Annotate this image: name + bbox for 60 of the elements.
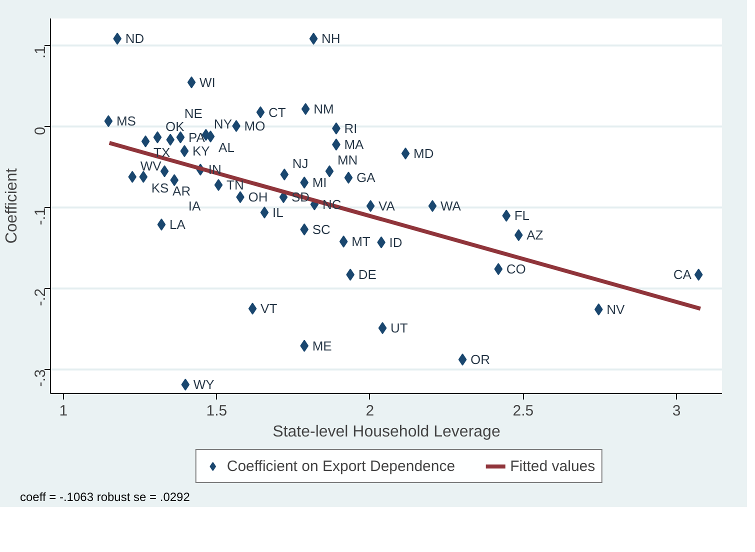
x-tick-label: 3 (672, 402, 681, 420)
annotation: VA (378, 198, 396, 214)
y-tick-label: -.1 (32, 208, 49, 226)
annotation: MO (244, 118, 266, 134)
annotation: FL (514, 208, 530, 224)
annotation: OH (248, 190, 268, 205)
annotation: CO (506, 262, 526, 277)
annotation: ID (389, 234, 402, 250)
annotation: CT (268, 104, 286, 120)
annotation: LA (169, 217, 186, 232)
y-tick-label: .1 (32, 46, 49, 58)
annotation: OR (470, 352, 490, 368)
x-tick-label: 1.5 (206, 402, 228, 420)
annotation: OK (165, 118, 185, 134)
annotation: UT (390, 320, 408, 336)
annotation: MT (352, 234, 370, 250)
annotation: DE (358, 267, 377, 282)
annotation: RI (344, 120, 358, 136)
annotation: GA (356, 170, 376, 186)
annotation: NH (322, 31, 340, 46)
text: coeff = -.1063 robust se = .0292 (20, 489, 190, 506)
annotation: PA (188, 130, 206, 145)
annotation: MN (337, 152, 358, 168)
annotation: AZ (526, 228, 544, 243)
annotation: IL (272, 204, 284, 220)
annotation: KS (151, 180, 170, 196)
y-tick-label: -.3 (32, 369, 49, 387)
annotation: SC (312, 222, 330, 237)
annotation: TN (226, 177, 244, 192)
y-tick-label: -.2 (32, 288, 49, 306)
annotation: WA (440, 198, 462, 214)
y-tick-label: 0 (32, 126, 49, 136)
annotation: AL (218, 140, 234, 155)
x-tick-label: 2 (366, 402, 374, 420)
annotation: TX (154, 144, 170, 160)
legend-label: Fitted values (510, 458, 596, 474)
x-tick-label: 1 (59, 402, 68, 420)
y-axis-title: Coefficient (4, 168, 20, 244)
annotation: MS (116, 114, 136, 129)
annotation: IA (188, 198, 201, 214)
annotation: ND (125, 31, 144, 46)
annotation: AR (172, 184, 191, 199)
annotation: MI (312, 175, 327, 190)
x-axis-title: State-level Household Leverage (272, 424, 500, 440)
annotation: CA (673, 267, 692, 282)
annotation: NV (606, 302, 626, 317)
annotation: KY (192, 144, 210, 159)
annotation: MD (414, 146, 434, 161)
annotation: NY (214, 116, 232, 132)
legend-label: Coefficient on Export Dependence (226, 458, 456, 474)
x-tick-label: 2.5 (512, 402, 534, 420)
annotation: WY (193, 377, 215, 392)
annotation: ME (312, 338, 332, 354)
annotation: MA (344, 137, 364, 152)
annotation: WV (140, 158, 162, 174)
annotation: NE (184, 106, 203, 122)
annotation: NM (314, 102, 334, 117)
annotation: NJ (292, 156, 308, 171)
annotation: WI (200, 74, 216, 90)
annotation: VT (260, 301, 278, 316)
